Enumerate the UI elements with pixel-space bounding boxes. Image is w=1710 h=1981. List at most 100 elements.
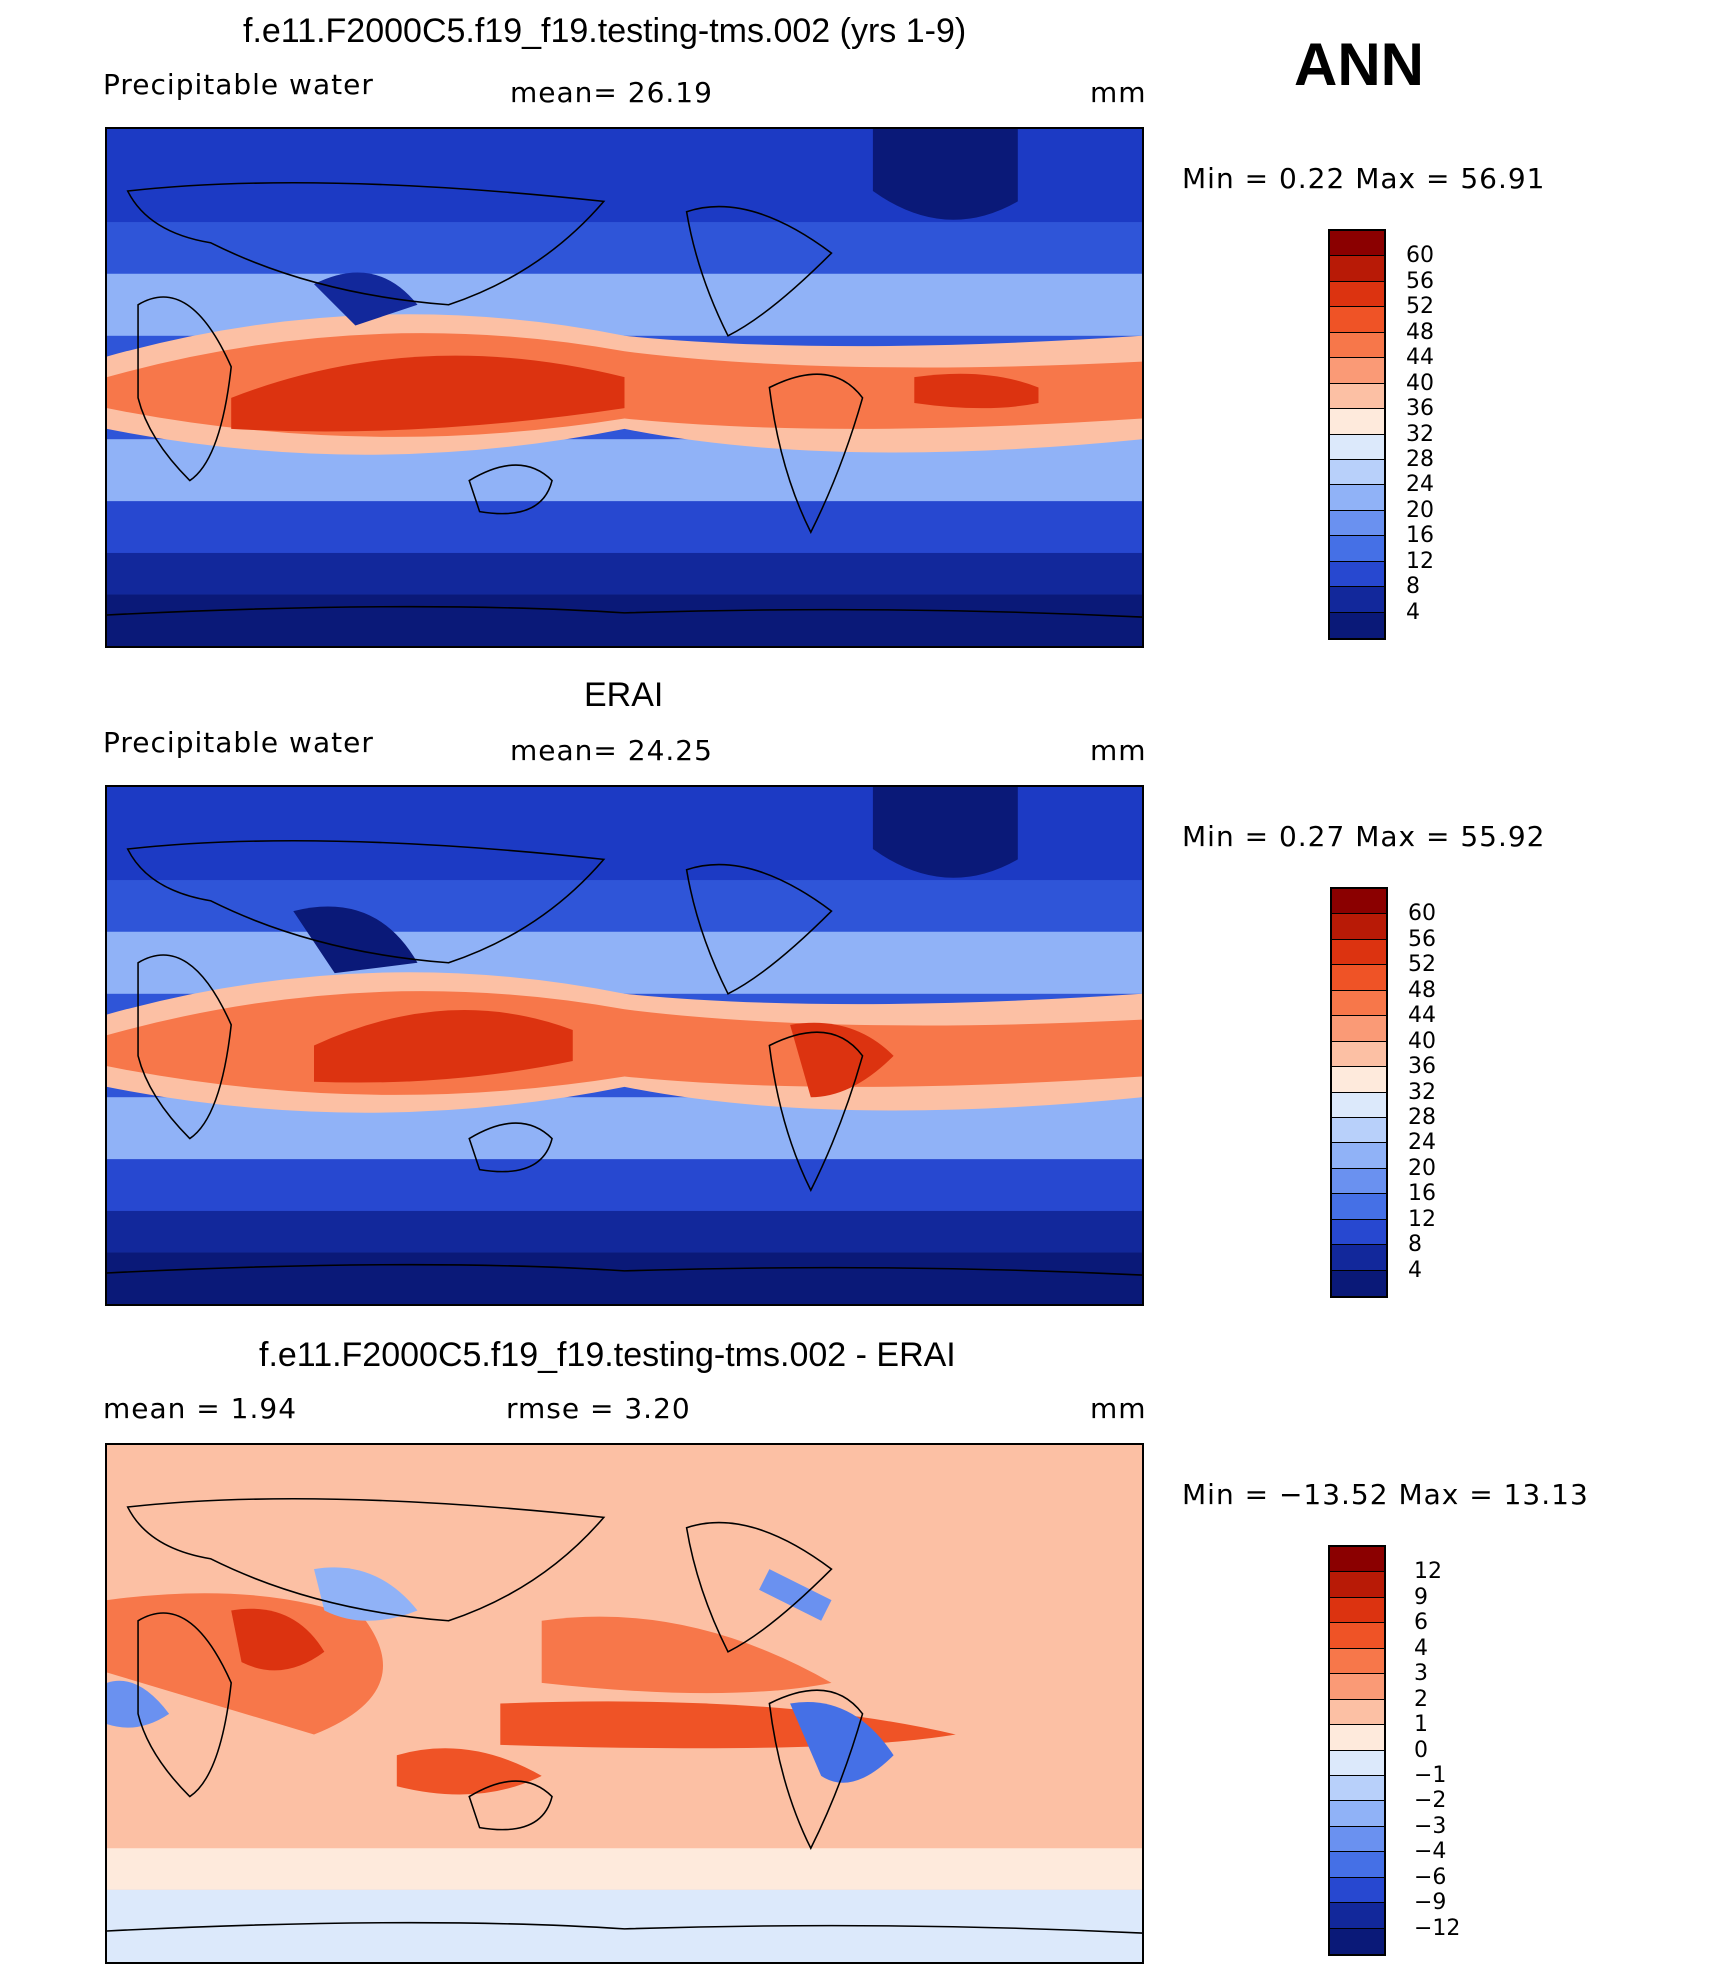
colorbar-segment	[1330, 561, 1384, 588]
colorbar-tick-label: 4	[1406, 599, 1420, 625]
colorbar-tick-label: 8	[1406, 574, 1420, 600]
colorbar-tick-label: 24	[1406, 472, 1434, 498]
panel1-variable-label: Precipitable water	[103, 68, 374, 101]
colorbar-segment	[1332, 1245, 1386, 1271]
colorbar-tick-label: 0	[1414, 1737, 1428, 1763]
colorbar-segment	[1332, 914, 1386, 940]
colorbar-tick-label: −3	[1414, 1813, 1447, 1839]
colorbar-tick-label: 60	[1406, 243, 1434, 269]
colorbar-segment	[1332, 939, 1386, 966]
colorbar-tick-label: 1	[1414, 1712, 1428, 1738]
colorbar-tick-label: 52	[1406, 294, 1434, 320]
panel2-minmax: Min = 0.27 Max = 55.92	[1182, 820, 1546, 853]
colorbar-tick-label: 4	[1414, 1635, 1428, 1661]
colorbar-segment	[1330, 256, 1384, 282]
colorbar-tick-label: 4	[1408, 1257, 1422, 1283]
colorbar-segment	[1330, 1597, 1384, 1624]
panel1-map	[105, 127, 1144, 648]
panel2-variable-label: Precipitable water	[103, 726, 374, 759]
colorbar-tick-label: 32	[1408, 1079, 1436, 1105]
colorbar-segment	[1330, 510, 1384, 537]
colorbar-segment	[1330, 1877, 1384, 1904]
colorbar-tick-label: −4	[1414, 1839, 1447, 1865]
colorbar-segment	[1330, 1826, 1384, 1853]
season-label: ANN	[1294, 31, 1424, 98]
colorbar-segment	[1330, 1699, 1384, 1726]
colorbar-tick-label: 40	[1408, 1028, 1436, 1054]
colorbar-tick-label: 24	[1408, 1130, 1436, 1156]
colorbar-segment	[1332, 1270, 1386, 1296]
colorbar-tick-label: 3	[1414, 1661, 1428, 1687]
colorbar-tick-label: −2	[1414, 1788, 1447, 1814]
colorbar-tick-label: 28	[1406, 446, 1434, 472]
colorbar-segment	[1330, 1572, 1384, 1598]
colorbar-tick-label: −9	[1414, 1890, 1447, 1916]
colorbar-tick-label: 8	[1408, 1232, 1422, 1258]
panel1-minmax: Min = 0.22 Max = 56.91	[1182, 162, 1546, 195]
colorbar-tick-label: 60	[1408, 901, 1436, 927]
panel3-minmax: Min = −13.52 Max = 13.13	[1182, 1478, 1589, 1511]
panel1-mean-label: mean= 26.19	[510, 76, 713, 109]
panel3-colorbar	[1328, 1545, 1386, 1956]
colorbar-tick-label: 44	[1408, 1003, 1436, 1029]
colorbar-segment	[1330, 1623, 1384, 1649]
colorbar-segment	[1332, 1219, 1386, 1246]
colorbar-segment	[1330, 281, 1384, 308]
colorbar-tick-label: 40	[1406, 370, 1434, 396]
colorbar-segment	[1332, 1067, 1386, 1093]
panel3-units: mm	[1090, 1392, 1147, 1425]
colorbar-tick-label: 48	[1406, 319, 1434, 345]
colorbar-tick-label: 16	[1406, 523, 1434, 549]
colorbar-segment	[1330, 485, 1384, 511]
colorbar-tick-label: 36	[1406, 396, 1434, 422]
colorbar-segment	[1330, 612, 1384, 638]
colorbar-segment	[1332, 1092, 1386, 1118]
colorbar-segment	[1330, 587, 1384, 613]
colorbar-tick-label: 6	[1414, 1610, 1428, 1636]
colorbar-tick-label: 32	[1406, 421, 1434, 447]
colorbar-tick-label: 56	[1408, 926, 1436, 952]
colorbar-segment	[1332, 1194, 1386, 1220]
colorbar-segment	[1330, 1903, 1384, 1929]
colorbar-tick-label: −6	[1414, 1864, 1447, 1890]
colorbar-segment	[1332, 1143, 1386, 1169]
panel3-mean-label: mean = 1.94	[103, 1392, 298, 1425]
colorbar-tick-label: 20	[1408, 1155, 1436, 1181]
panel2-colorbar-segments	[1332, 889, 1386, 1296]
colorbar-segment	[1330, 231, 1384, 257]
colorbar-segment	[1330, 383, 1384, 410]
colorbar-segment	[1330, 1674, 1384, 1700]
panel2-map	[105, 785, 1144, 1306]
colorbar-tick-label: 36	[1408, 1054, 1436, 1080]
colorbar-segment	[1330, 459, 1384, 486]
panel2-mean-label: mean= 24.25	[510, 734, 713, 767]
colorbar-tick-label: 12	[1406, 548, 1434, 574]
panel1-colorbar-segments	[1330, 231, 1384, 638]
colorbar-segment	[1330, 332, 1384, 359]
colorbar-segment	[1330, 1725, 1384, 1751]
colorbar-segment	[1330, 1801, 1384, 1827]
colorbar-segment	[1330, 1547, 1384, 1573]
colorbar-segment	[1332, 889, 1386, 915]
colorbar-tick-label: 9	[1414, 1584, 1428, 1610]
panel3-map	[105, 1443, 1144, 1964]
colorbar-tick-label: 56	[1406, 268, 1434, 294]
colorbar-tick-label: 2	[1414, 1686, 1428, 1712]
panel2-units: mm	[1090, 734, 1147, 767]
colorbar-segment	[1332, 1041, 1386, 1068]
colorbar-segment	[1330, 1648, 1384, 1675]
colorbar-tick-label: 52	[1408, 952, 1436, 978]
panel3-colorbar-segments	[1330, 1547, 1384, 1954]
colorbar-segment	[1332, 990, 1386, 1017]
colorbar-segment	[1330, 307, 1384, 333]
colorbar-tick-label: 44	[1406, 345, 1434, 371]
colorbar-tick-label: 16	[1408, 1181, 1436, 1207]
colorbar-tick-label: 12	[1414, 1559, 1442, 1585]
colorbar-segment	[1330, 1750, 1384, 1776]
panel1-units: mm	[1090, 76, 1147, 109]
colorbar-segment	[1332, 1117, 1386, 1144]
panel1-colorbar	[1328, 229, 1386, 640]
panel3-title: f.e11.F2000C5.f19_f19.testing-tms.002 - …	[259, 1336, 956, 1374]
colorbar-segment	[1332, 1168, 1386, 1195]
panel2-title: ERAI	[584, 676, 664, 714]
